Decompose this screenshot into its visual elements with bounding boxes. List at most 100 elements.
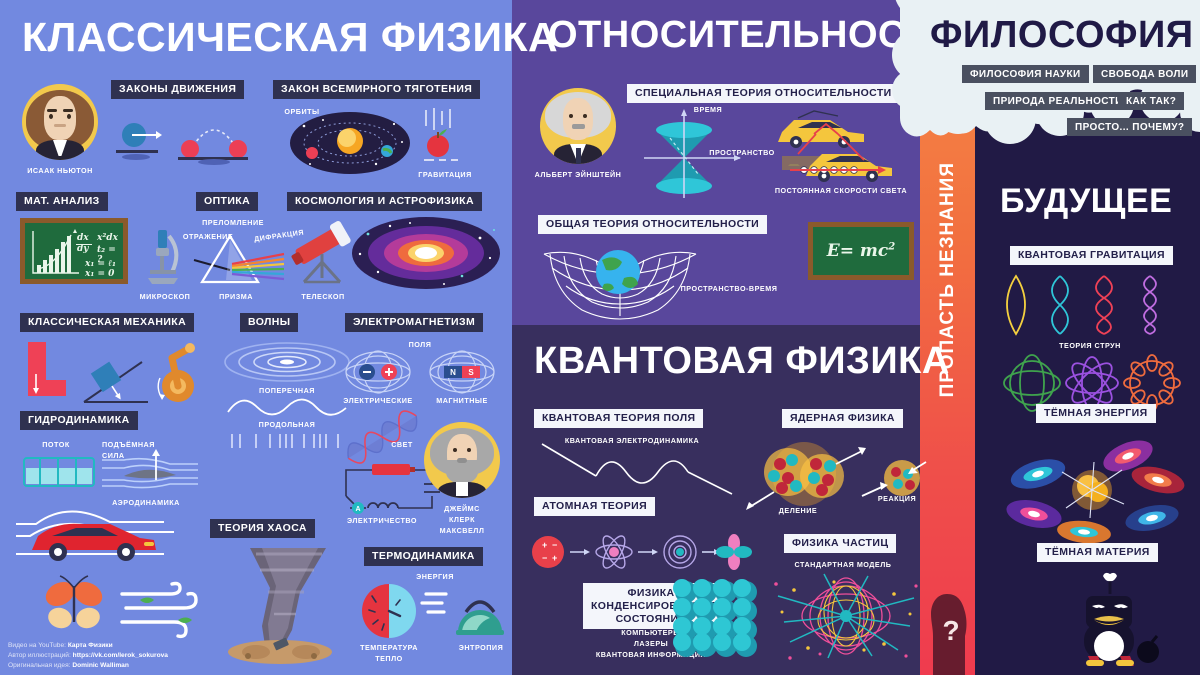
caption-longitudinal: ПРОДОЛЬНАЯ (258, 420, 316, 429)
caption-gravity: ГРАВИТАЦИЯ (418, 170, 472, 179)
feynman-diagram (541, 443, 733, 495)
condensed-title-line3: СОСТОЯНИЯ (615, 613, 687, 626)
caption-electricity: ЭЛЕКТРИЧЕСТВО (347, 516, 417, 525)
caption-einstein: АЛЬБЕРТ ЭЙНШТЕЙН (534, 170, 622, 179)
chip-dark-matter: ТЁМНАЯ МАТЕРИЯ (1037, 543, 1158, 562)
charge-minus-2: − (542, 553, 547, 563)
particle-collision-icon (774, 573, 918, 660)
portrait-newton (22, 84, 98, 160)
chip-classical-mechanics: КЛАССИЧЕСКАЯ МЕХАНИКА (20, 313, 195, 332)
formula-exponent: 2 (888, 241, 896, 253)
portrait-einstein (540, 88, 616, 164)
chip-general-relativity: ОБЩАЯ ТЕОРИЯ ОТНОСИТЕЛЬНОСТИ (538, 215, 768, 234)
caption-lasers: ЛАЗЕРЫ (633, 639, 669, 648)
steam-icon (420, 592, 448, 614)
chip-free-will: СВОБОДА ВОЛИ (1093, 65, 1197, 83)
butterfly-icon (45, 575, 103, 629)
pipe-flow-icon (23, 457, 95, 487)
caption-quantum-information: КВАНТОВАЯ ИНФОРМАЦИЯ (595, 650, 707, 659)
mechanics-diagram (28, 342, 195, 403)
charge-plus-1: + (542, 540, 547, 550)
magnet-pole-s: S (468, 368, 474, 377)
caption-orbits: ОРБИТЫ (284, 107, 320, 116)
charge-minus-1: − (552, 540, 557, 550)
page-title-relativity: ОТНОСИТЕЛЬНОСТЬ (548, 14, 957, 56)
gap-label-text: ПРОПАСТЬ НЕЗНАНИЯ (936, 162, 958, 398)
car-aerodynamics-icon (16, 510, 174, 561)
galaxy-icon (352, 217, 500, 289)
chip-dark-energy: ТЁМНАЯ ЭНЕРГИЯ (1036, 404, 1156, 423)
caption-computers: КОМПЬЮТЕРЫ (621, 628, 681, 637)
page-title-future: БУДУЩЕЕ (1000, 182, 1173, 220)
dark-matter-penguin-icon (1084, 572, 1159, 666)
chip-how-come: КАК ТАК? (1118, 92, 1185, 110)
formula-t2: t₂ = ? (97, 245, 116, 265)
charge-plus-2: + (552, 553, 557, 563)
formula-x1-0: x₁ = 0 (85, 269, 115, 279)
temperature-dial-icon (362, 584, 416, 638)
magnet-pole-n: N (450, 368, 456, 377)
telescope-icon (291, 220, 351, 284)
string-theory-icon (1006, 274, 1157, 336)
chip-nature-of-reality: ПРИРОДА РЕАЛЬНОСТИ (985, 92, 1131, 110)
caption-time-axis: ВРЕМЯ (693, 105, 723, 114)
caption-microscope: МИКРОСКОП (139, 292, 191, 301)
page-title-quantum: КВАНТОВАЯ ФИЗИКА (534, 340, 950, 382)
caption-flow: ПОТОК (42, 440, 70, 449)
chip-hydrodynamics: ГИДРОДИНАМИКА (20, 411, 138, 430)
light-wave-icon (347, 410, 418, 464)
formula-x2dx: x²dx (97, 233, 118, 243)
atomic-theory-progression: + − − + (532, 534, 752, 570)
electric-circuit-icon: A (345, 464, 440, 514)
tornado-icon (228, 548, 332, 664)
microscope-icon (148, 230, 179, 284)
caption-energy: ЭНЕРГИЯ (416, 572, 454, 581)
page-title-classical: КЛАССИЧЕСКАЯ ФИЗИКА (22, 14, 559, 60)
caption-reflection: ОТРАЖЕНИЕ (182, 232, 234, 241)
chip-special-relativity: СПЕЦИАЛЬНАЯ ТЕОРИЯ ОТНОСИТЕЛЬНОСТИ (627, 84, 900, 103)
chip-optics: ОПТИКА (196, 192, 259, 211)
caption-qed: КВАНТОВАЯ ЭЛЕКТРОДИНАМИКА (564, 436, 700, 445)
footer-credits: Видео на YouTube: Карта Физики Автор илл… (8, 641, 168, 672)
formula-energy-symbol: E (826, 241, 840, 261)
chip-quantum-gravity: КВАНТОВАЯ ГРАВИТАЦИЯ (1010, 246, 1173, 265)
caption-lift-line2: СИЛА (102, 451, 125, 460)
credit-label-original-idea: Оригинальная идея: (8, 662, 71, 670)
caption-maxwell-line3: МАКСВЕЛЛ (439, 526, 485, 535)
electric-field-icon (345, 350, 411, 394)
caption-maxwell-line1: ДЖЕЙМС (444, 504, 480, 513)
emc2-chalkboard: E= mc2 (808, 222, 914, 280)
chip-chaos-theory: ТЕОРИЯ ХАОСА (210, 519, 315, 538)
credit-line-youtube: Видео на YouTube: Карта Физики (8, 641, 168, 651)
credit-value-original-idea: Dominic Walliman (72, 662, 129, 670)
caption-light-speed-constant: ПОСТОЯННАЯ СКОРОСТИ СВЕТА (774, 186, 908, 195)
chip-philosophy-of-science: ФИЛОСОФИЯ НАУКИ (962, 65, 1089, 83)
caption-maxwell-line2: КЛЕРК (449, 515, 475, 524)
wind-icon (120, 581, 198, 639)
formula-mass-c: = mc (839, 241, 889, 261)
caption-space-axis: ПРОСТРАНСТВО (709, 148, 775, 157)
crystal-lattice-icon (673, 579, 757, 657)
condensed-title-line1: ФИЗИКА (627, 587, 675, 599)
credit-label-youtube: Видео на YouTube: (8, 642, 66, 649)
chip-nuclear-physics: ЯДЕРНАЯ ФИЗИКА (782, 409, 903, 428)
airfoil-lift-icon (102, 449, 198, 489)
chip-laws-of-motion: ЗАКОНЫ ДВИЖЕНИЯ (111, 80, 245, 99)
ammeter-label: A (355, 506, 360, 513)
chip-thermodynamics: ТЕРМОДИНАМИКА (364, 547, 483, 566)
credit-label-illustrator: Автор иллюстраций: (8, 652, 71, 660)
caption-telescope: ТЕЛЕСКОП (301, 292, 345, 301)
ripple-icon (224, 342, 350, 382)
formula-x1-l1: x₁ = ℓ₁ (85, 259, 116, 269)
dark-energy-galaxies-icon (1006, 440, 1185, 544)
caption-newton: ИСААК НЬЮТОН (27, 166, 93, 175)
caption-entropy: ЭНТРОПИЯ (458, 643, 504, 652)
laws-of-motion-diagram (116, 123, 248, 165)
caption-temperature-line1: ТЕМПЕРАТУРА (360, 643, 418, 652)
longitudinal-wave-icon (231, 434, 339, 448)
caption-aerodynamics: АЭРОДИНАМИКА (112, 498, 180, 507)
thinker-silhouette-icon: ? (931, 594, 967, 675)
chip-atomic-theory: АТОМНАЯ ТЕОРИЯ (534, 497, 656, 516)
chip-electromagnetism: ЭЛЕКТРОМАГНЕТИЗМ (345, 313, 484, 332)
